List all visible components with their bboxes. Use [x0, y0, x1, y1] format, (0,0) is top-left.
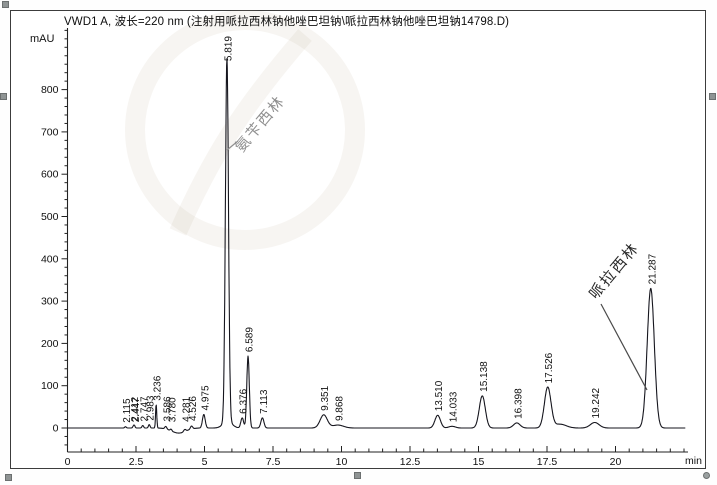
- selection-handle-bottom-right[interactable]: [703, 472, 710, 479]
- x-tick-label: 15: [473, 456, 485, 468]
- peak-label: 16.398: [513, 388, 524, 419]
- selection-handle-top-left[interactable]: [2, 1, 9, 8]
- peak-label: 3.780: [168, 397, 179, 422]
- selection-handle-right-middle[interactable]: [709, 93, 716, 100]
- y-tick-label: 0: [53, 423, 59, 435]
- x-axis-unit-label: min: [685, 455, 702, 467]
- peak-label: 7.113: [259, 389, 270, 414]
- peak-label: 4.526: [188, 396, 199, 421]
- y-tick-label: 500: [41, 211, 59, 223]
- y-tick-label: 200: [41, 338, 59, 350]
- peak-label: 2.412: [130, 396, 141, 421]
- x-tick-label: 5: [202, 456, 208, 468]
- selection-handle-left-middle[interactable]: [0, 93, 7, 100]
- x-tick-label: 12.5: [400, 456, 421, 468]
- x-tick-label: 7.5: [266, 456, 281, 468]
- x-tick-label: 2.5: [129, 456, 144, 468]
- peak-label: 6.376: [239, 388, 250, 413]
- peak-label: 5.819: [223, 36, 234, 61]
- peak-label: 3.236: [153, 375, 164, 400]
- x-tick-label: 10: [336, 456, 348, 468]
- peak-label: 15.138: [479, 361, 490, 392]
- y-axis-unit-label: mAU: [30, 33, 55, 45]
- peak-label: 9.868: [334, 396, 345, 421]
- annotation-leader-line-ampicillin: [226, 140, 239, 151]
- peak-label: 4.281: [181, 396, 192, 421]
- y-tick-label: 600: [41, 169, 59, 181]
- chart-title: VWD1 A, 波长=220 nm (注射用哌拉西林钠他唑巴坦钠\哌拉西林钠他唑…: [64, 16, 510, 28]
- selection-handle-bottom-left[interactable]: [5, 474, 12, 481]
- annotation-leader-line-piperacillin: [600, 303, 648, 391]
- peak-label: 2.983: [146, 395, 157, 420]
- y-tick-label: 800: [41, 84, 59, 96]
- peak-label: 2.747: [139, 396, 150, 421]
- peak-annotation-piperacillin: 哌拉西林: [586, 240, 643, 303]
- chromatogram-trace: [67, 57, 686, 434]
- peak-label: 4.975: [200, 385, 211, 410]
- peak-label: 6.589: [245, 327, 256, 352]
- peak-label: 2.115: [122, 398, 133, 423]
- y-tick-label: 300: [41, 296, 59, 308]
- y-tick-label: 400: [41, 253, 59, 265]
- peak-label: 21.287: [647, 253, 658, 284]
- peak-label: 9.351: [320, 385, 331, 410]
- peak-label: 14.033: [449, 391, 460, 422]
- x-tick-label: 17.5: [537, 456, 558, 468]
- x-tick-label: 20: [610, 456, 622, 468]
- peak-label: 19.242: [591, 387, 602, 418]
- x-tick-label: 0: [65, 456, 71, 468]
- peak-label: 3.586: [162, 396, 173, 421]
- y-tick-label: 700: [41, 126, 59, 138]
- selection-handle-bottom-center[interactable]: [354, 472, 361, 479]
- peak-label: 13.510: [434, 380, 445, 411]
- y-tick-label: 100: [41, 380, 59, 392]
- peak-label: 2.447: [131, 397, 142, 422]
- peak-label: 17.526: [544, 352, 555, 383]
- chromatogram-frame: [10, 10, 706, 469]
- peak-annotation-ampicillin: 氨苄西林: [232, 93, 289, 156]
